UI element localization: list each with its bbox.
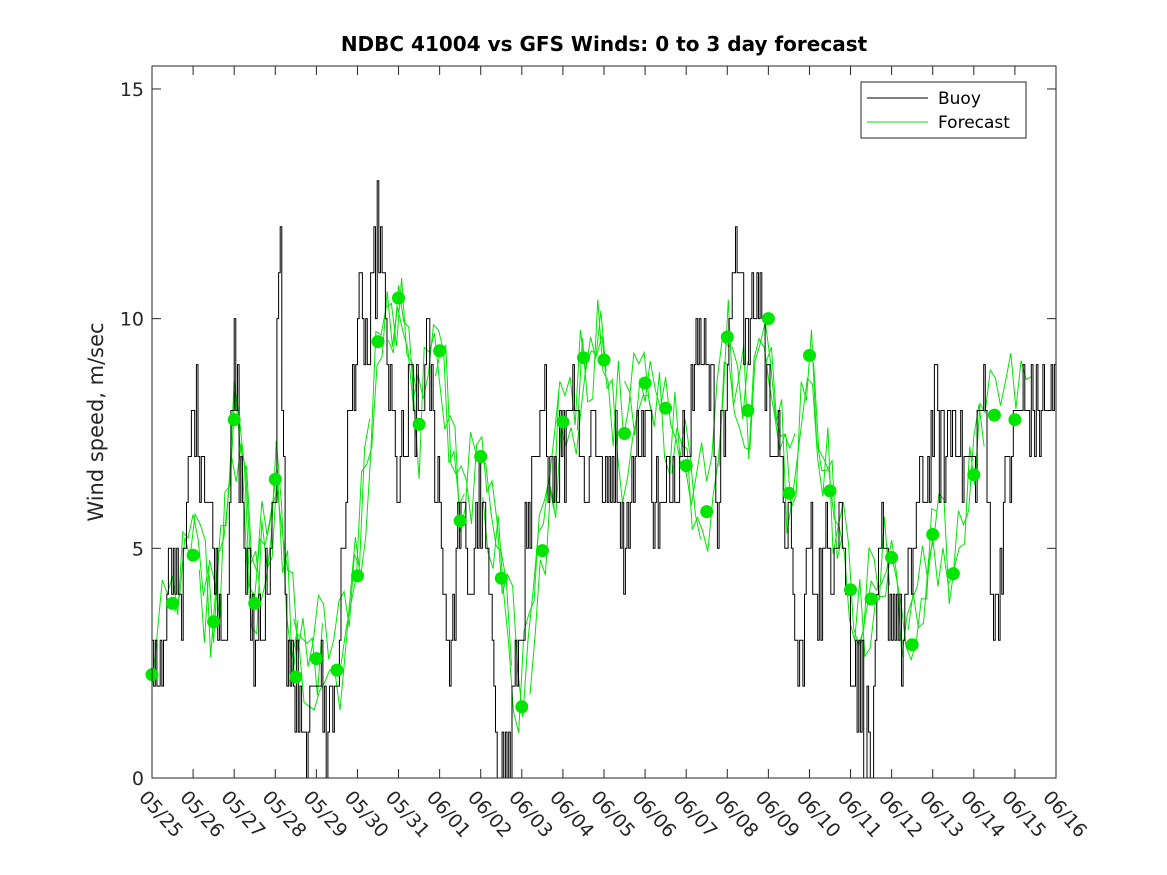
forecast-line <box>151 380 276 687</box>
forecast-line <box>624 339 749 506</box>
forecast-marker <box>1008 413 1022 427</box>
forecast-marker <box>351 569 364 583</box>
forecast-marker <box>618 427 631 440</box>
forecast-marker <box>227 413 241 427</box>
forecast-line <box>860 404 985 658</box>
buoy-series <box>152 180 1057 779</box>
forecast-marker <box>761 312 775 326</box>
y-axis-label: Wind speed, m/sec <box>84 322 108 521</box>
forecast-marker <box>905 638 919 652</box>
forecast-line <box>293 277 418 711</box>
forecast-marker <box>823 484 837 498</box>
forecast-marker <box>741 404 755 417</box>
forecast-marker <box>371 335 385 349</box>
forecast-marker <box>515 700 529 714</box>
legend: Buoy Forecast <box>860 81 1027 139</box>
forecast-marker <box>864 592 878 606</box>
forecast-marker <box>207 615 221 629</box>
forecast-marker <box>946 567 960 581</box>
forecast-marker <box>535 544 549 558</box>
plot-area <box>152 66 1056 778</box>
forecast-marker <box>967 468 981 482</box>
y-tick-label: 15 <box>120 79 144 101</box>
forecast-line <box>529 335 654 695</box>
forecast-line <box>387 285 512 666</box>
forecast-line <box>907 353 1032 630</box>
forecast-markers <box>145 291 1022 714</box>
forecast-marker <box>412 417 426 431</box>
forecast-marker <box>289 670 303 684</box>
forecast-marker <box>926 528 940 541</box>
forecast-marker <box>330 663 344 677</box>
forecast-marker <box>987 408 1001 422</box>
forecast-marker <box>433 344 447 358</box>
forecast-marker <box>679 459 693 473</box>
legend-buoy-label: Buoy <box>938 89 981 109</box>
forecast-marker <box>309 652 323 666</box>
forecast-marker <box>885 551 899 564</box>
forecast-marker <box>659 401 673 415</box>
forecast-line <box>718 321 843 560</box>
forecast-marker <box>720 330 734 344</box>
forecast-marker <box>577 351 590 365</box>
forecast-marker <box>186 548 200 562</box>
forecast-marker <box>392 291 405 305</box>
forecast-marker <box>453 514 467 528</box>
forecast-marker <box>474 450 488 463</box>
y-tick-label: 10 <box>120 309 144 331</box>
forecast-marker <box>597 353 611 367</box>
forecast-marker <box>782 486 796 500</box>
forecast-line <box>246 418 371 667</box>
forecast-line <box>765 346 891 648</box>
forecast-marker <box>494 571 508 585</box>
legend-box <box>860 81 1027 139</box>
forecast-marker <box>248 596 262 610</box>
legend-forecast-label: Forecast <box>938 113 1010 133</box>
forecast-marker <box>803 348 816 362</box>
chart-title: NDBC 41004 vs GFS Winds: 0 to 3 day fore… <box>341 32 868 56</box>
buoy-line <box>152 180 1057 779</box>
forecast-marker <box>556 415 570 429</box>
forecast-marker <box>268 472 282 486</box>
forecast-marker <box>166 596 179 610</box>
forecast-marker <box>638 376 652 390</box>
y-tick-label: 0 <box>132 768 144 790</box>
forecast-marker <box>844 583 857 597</box>
forecast-line <box>671 299 796 552</box>
forecast-marker <box>700 505 714 519</box>
y-tick-label: 5 <box>132 538 144 560</box>
